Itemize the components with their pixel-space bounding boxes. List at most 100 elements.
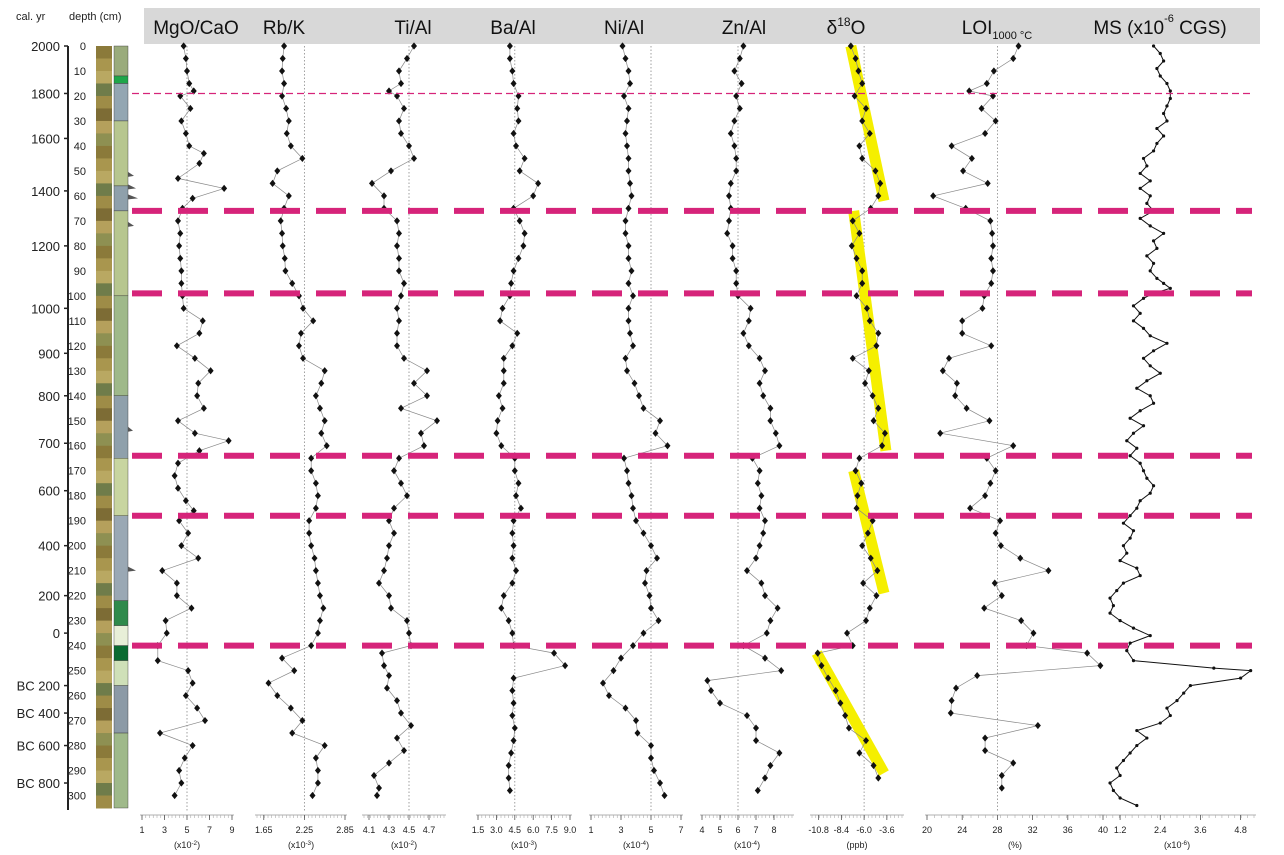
data-point [867,554,874,562]
data-point [386,517,392,525]
data-point [727,179,734,188]
data-point [633,517,639,525]
data-point [562,661,569,670]
data-point [654,554,660,562]
x-tick-label: 4.3 [383,825,396,835]
core-photo-segment [96,758,112,772]
x-tick-label: 3 [618,825,623,835]
data-point [610,666,617,675]
data-point [189,741,196,750]
data-point [862,379,869,387]
data-point [175,459,181,467]
data-point [1135,566,1139,570]
data-point [309,791,316,800]
data-point [877,179,884,188]
data-point [285,117,292,125]
core-photo-segment [96,720,112,734]
data-point [740,329,747,337]
data-point [500,379,507,387]
data-point [323,442,330,450]
data-point [1158,74,1162,78]
data-point [640,404,647,412]
core-photo-segment [96,420,112,434]
data-point [185,529,192,537]
data-point [406,629,412,637]
data-point [622,217,629,225]
lithology-unit [113,685,129,734]
data-point [758,579,765,587]
depth-tick-label: 180 [68,491,86,503]
panel-ni-al: Ni/Al 1 3 5 7 (x10-4) [588,18,683,850]
data-point [386,542,392,550]
core-photo-segment [96,283,112,297]
core-photo-segment [96,195,112,209]
core-photo-segment [96,395,112,409]
data-point [411,154,417,163]
data-point [506,54,513,63]
data-point [386,87,392,95]
data-point [1084,649,1091,657]
data-point [948,696,955,705]
data-point [648,741,654,750]
x-tick-label: 5 [184,825,189,835]
data-point [510,79,517,88]
data-point [394,734,400,742]
data-point [628,192,635,200]
data-point [499,404,506,412]
x-tick-label: 2.85 [336,825,354,835]
data-point [381,192,387,200]
data-point [510,699,517,707]
data-point [758,492,765,500]
data-point [865,367,872,375]
data-point [186,79,193,88]
x-tick-label: 20 [922,825,932,835]
data-point [1121,544,1126,548]
data-point [514,104,521,113]
data-point [171,791,178,800]
data-point [1165,81,1169,86]
lithology-unit [113,120,129,187]
x-axis-unit: (%) [1008,840,1022,850]
data-point [535,179,542,188]
x-tick-label: 3.0 [490,825,503,835]
core-photo-segment [96,695,112,709]
data-point [866,604,873,612]
data-point [194,392,201,400]
x-tick-label: 1.65 [255,825,273,835]
depth-tick-label: 150 [68,416,86,428]
data-point [1145,379,1149,383]
data-point [729,242,736,250]
depth-column-header: depth (cm) [69,11,122,23]
data-point [845,724,852,732]
data-point [762,367,768,375]
depth-tick-label: 20 [74,91,86,103]
data-point [863,736,869,745]
data-point [859,267,866,275]
data-point [1138,171,1142,176]
data-point [756,467,763,475]
core-photo-segment [96,345,112,359]
data-point [283,129,290,138]
data-point [312,392,319,400]
data-point [625,304,632,312]
data-point [881,429,888,437]
data-point [279,229,286,237]
data-point [312,504,319,512]
data-point [622,129,629,138]
core-photo-segment [96,183,112,197]
data-point [1162,231,1166,235]
data-point [875,774,882,782]
data-point [1151,239,1156,243]
data-point [988,342,995,350]
data-point [404,54,410,63]
depth-tick-label: 190 [68,516,86,528]
x-tick-label: 7.5 [545,825,558,835]
data-point [508,279,515,287]
panel-ms-x10-cgs-: MS (x10-6 CGS) 1.2 2.4 3.6 4.8 (x10-6) [1093,13,1256,850]
data-point [869,392,876,400]
data-point [1148,491,1152,495]
data-point [624,142,630,150]
panel-title: Rb/K [263,18,306,39]
data-point [177,254,184,262]
